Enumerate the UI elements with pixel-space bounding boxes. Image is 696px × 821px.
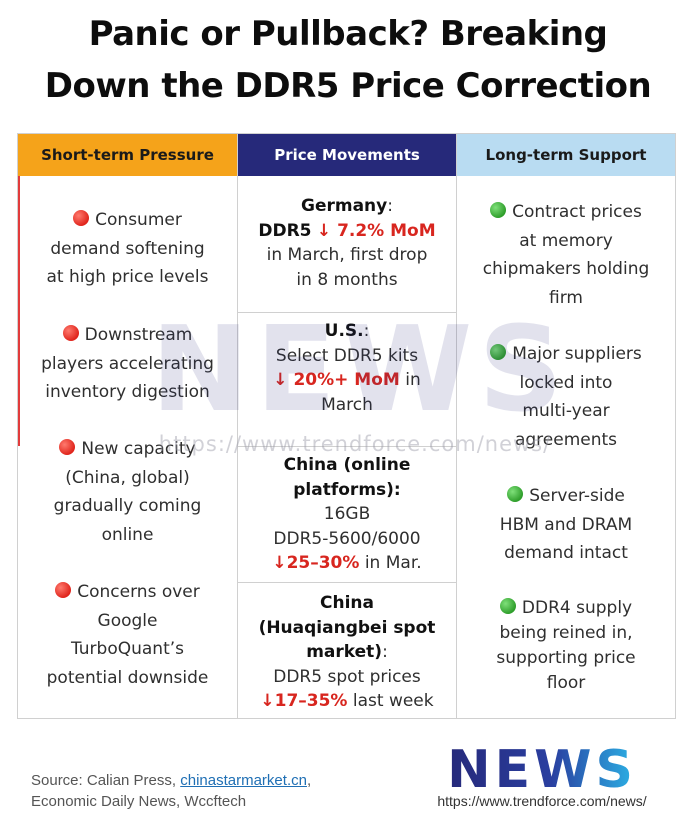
green-circle-icon — [490, 344, 507, 360]
pressure-item: Concerns over Google TurboQuant’s potent… — [46, 582, 209, 688]
red-accent-bar — [18, 176, 20, 446]
source-note: Source: Calian Press, chinastarmarket.cn… — [31, 772, 312, 810]
pressure-item: Consumer demand softening at high price … — [46, 210, 209, 287]
long-term-support-header: Long-term Support — [457, 134, 675, 176]
price-movements-header: Price Movements — [238, 134, 456, 176]
price-cell-china-online: China (online platforms): 16GB DDR5-5600… — [238, 446, 456, 576]
pressure-item: New capacity (China, global) gradually c… — [53, 439, 202, 545]
green-circle-icon — [490, 202, 507, 218]
source-link[interactable]: chinastarmarket.cn — [180, 772, 307, 789]
red-circle-icon — [55, 582, 72, 598]
support-item: DDR4 supply being reined in, supporting … — [496, 598, 636, 693]
title-line-2: Down the DDR5 Price Correction — [44, 66, 652, 106]
price-movements-column: Price Movements Germany: DDR5 ↓ 7.2% MoM… — [238, 134, 457, 718]
red-circle-icon — [62, 325, 79, 341]
support-item: Contract prices at memory chipmakers hol… — [482, 202, 650, 308]
logo-url: https://www.trendforce.com/news/ — [437, 793, 647, 809]
support-item: Major suppliers locked into multi-year a… — [457, 340, 675, 454]
short-term-pressure-header: Short-term Pressure — [18, 134, 237, 176]
green-circle-icon — [499, 598, 516, 614]
news-logo: NEWS — [447, 745, 637, 793]
price-cell-china-huaqiangbei: China (Huaqiangbei spot market): DDR5 sp… — [238, 582, 456, 714]
title-line-1: Panic or Pullback? Breaking — [88, 14, 608, 54]
red-circle-icon — [73, 210, 90, 226]
comparison-table: Short-term Pressure Consumer demand soft… — [17, 133, 676, 719]
page-title: Panic or Pullback? Breaking Down the DDR… — [0, 8, 696, 112]
red-circle-icon — [59, 439, 76, 455]
price-cell-germany: Germany: DDR5 ↓ 7.2% MoM in March, first… — [258, 196, 436, 290]
long-term-support-column: Long-term Support Contract prices at mem… — [457, 134, 675, 718]
svg-text:NEWS: NEWS — [447, 745, 637, 793]
short-term-pressure-column: Short-term Pressure Consumer demand soft… — [18, 134, 238, 718]
support-item: Server-side HBM and DRAM demand intact — [499, 486, 633, 563]
price-cell-us: U.S.: Select DDR5 kits ↓ 20%+ MoM in Mar… — [238, 312, 456, 417]
pressure-item: Downstream players accelerating inventor… — [41, 325, 214, 402]
green-circle-icon — [507, 486, 524, 502]
